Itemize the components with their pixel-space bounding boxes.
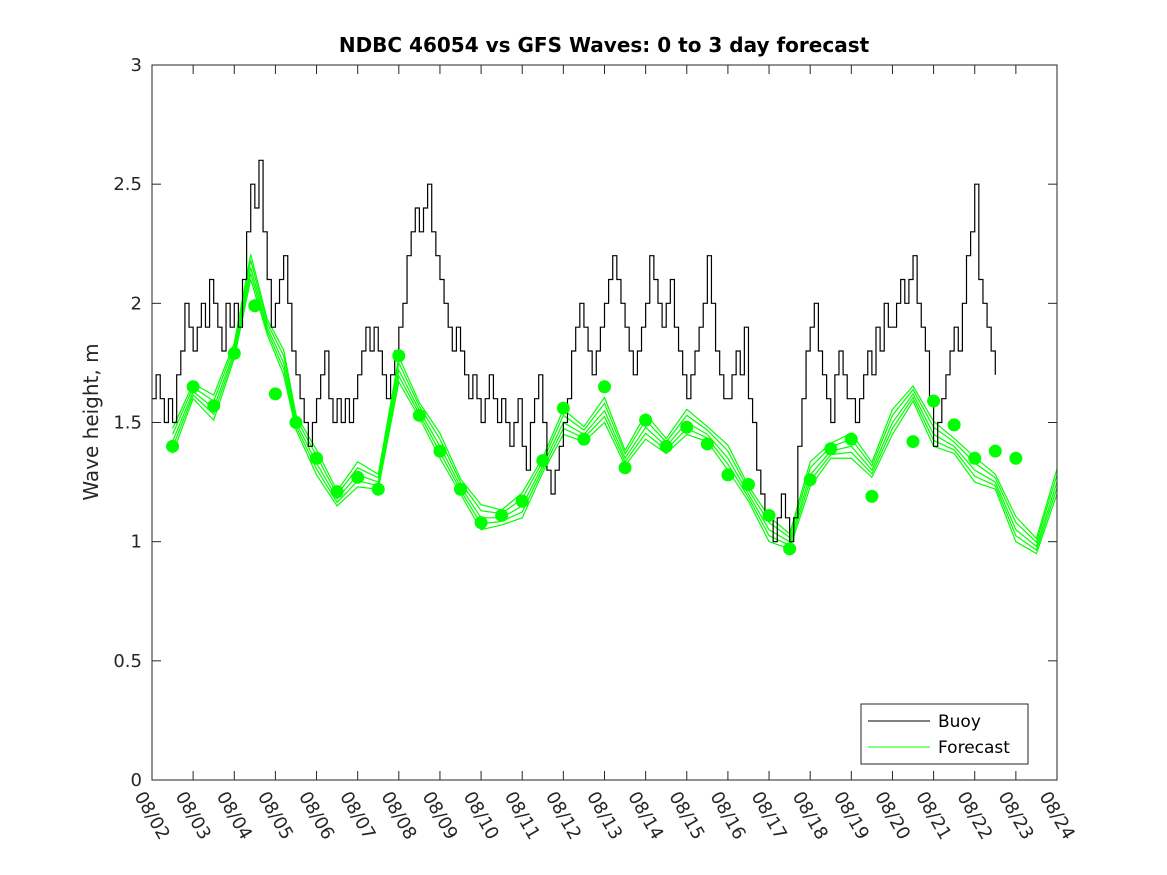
forecast-marker-26: [680, 420, 694, 434]
forecast-marker-3: [207, 399, 221, 413]
forecast-line-4: [172, 260, 1058, 544]
y-tick-label: 3: [131, 55, 142, 76]
series-layer: [152, 159, 1058, 556]
forecast-marker-27: [700, 437, 714, 451]
forecast-marker-34: [844, 432, 858, 446]
forecast-marker-35: [865, 489, 879, 503]
legend-box: [860, 703, 1029, 765]
forecast-marker-6: [268, 387, 282, 401]
legend-forecast-label: Forecast: [938, 738, 1010, 758]
forecast-marker-13: [412, 408, 426, 422]
forecast-marker-30: [762, 508, 776, 522]
forecast-marker-29: [741, 477, 755, 491]
forecast-marker-41: [1009, 451, 1023, 465]
forecast-marker-24: [639, 413, 653, 427]
forecast-marker-4: [227, 346, 241, 360]
forecast-line-2: [172, 273, 1058, 551]
forecast-marker-28: [721, 468, 735, 482]
forecast-marker-14: [433, 444, 447, 458]
forecast-marker-8: [310, 451, 324, 465]
forecast-marker-21: [577, 432, 591, 446]
forecast-marker-40: [988, 444, 1002, 458]
forecast-line-1: [172, 279, 1058, 555]
y-tick-label: 0: [131, 770, 142, 791]
forecast-marker-17: [495, 508, 509, 522]
y-axis-label: Wave height, m: [79, 343, 103, 500]
forecast-marker-19: [536, 454, 550, 468]
y-tick-label: 1.5: [113, 413, 142, 434]
chart-title: NDBC 46054 vs GFS Waves: 0 to 3 day fore…: [339, 33, 870, 57]
buoy-line: [152, 159, 996, 543]
legend-buoy-label: Buoy: [938, 712, 981, 732]
forecast-marker-2: [186, 380, 200, 394]
forecast-marker-22: [598, 380, 611, 394]
forecast-marker-37: [927, 394, 941, 408]
forecast-marker-38: [947, 418, 961, 432]
forecast-marker-25: [659, 439, 673, 453]
forecast-marker-23: [618, 461, 632, 475]
forecast-marker-16: [474, 516, 488, 530]
forecast-marker-7: [289, 416, 303, 429]
forecast-marker-9: [330, 485, 344, 499]
y-tick-label: 2: [131, 293, 142, 314]
forecast-marker-15: [454, 482, 468, 496]
forecast-marker-5: [248, 299, 262, 313]
forecast-marker-33: [824, 442, 838, 456]
forecast-marker-31: [783, 542, 797, 556]
forecast-marker-39: [968, 451, 982, 465]
forecast-line-3: [172, 267, 1058, 548]
forecast-marker-12: [392, 349, 406, 363]
forecast-marker-11: [371, 482, 385, 496]
forecast-line-5: [172, 254, 1058, 540]
y-tick-label: 1: [131, 532, 142, 553]
forecast-marker-20: [556, 401, 570, 415]
y-tick-label: 0.5: [113, 651, 142, 672]
legend: Buoy Forecast: [860, 703, 1029, 765]
axes-layer: [151, 64, 1058, 781]
y-tick-label: 2.5: [113, 174, 142, 195]
forecast-marker-10: [351, 470, 365, 484]
forecast-marker-1: [166, 439, 180, 453]
forecast-marker-32: [803, 473, 817, 487]
forecast-marker-18: [515, 494, 529, 508]
forecast-marker-36: [906, 435, 920, 449]
